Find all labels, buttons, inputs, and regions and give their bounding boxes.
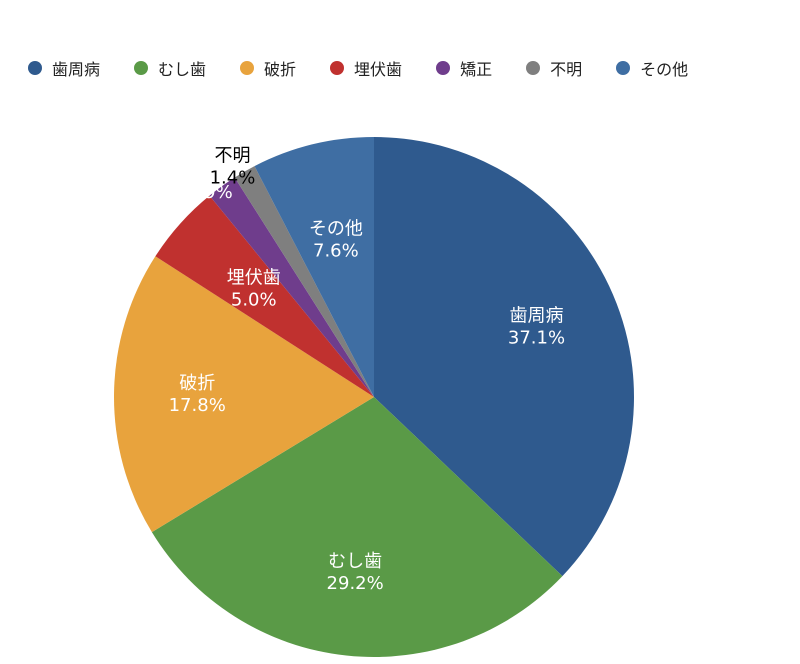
legend-item: 歯周病	[28, 56, 100, 80]
slice-category-label: 歯周病	[509, 305, 563, 326]
legend-item: むし歯	[134, 56, 206, 80]
legend-swatch	[240, 61, 255, 75]
slice-value-label: 17.8%	[169, 395, 226, 416]
slice-category-label: むし歯	[328, 551, 382, 572]
slice-category-label: 矯正	[192, 160, 228, 181]
slice-value-label: 1.9%	[187, 182, 233, 203]
legend-label: 破折	[264, 60, 297, 79]
legend-item: 矯正	[436, 56, 492, 80]
legend-label: 埋伏歯	[354, 60, 403, 79]
legend-item: 不明	[526, 56, 582, 80]
slice-category-label: 破折	[179, 373, 215, 394]
pie-slice	[114, 256, 374, 533]
legend-swatch	[436, 61, 451, 75]
slice-category-label: 埋伏歯	[227, 268, 281, 289]
legend-item: その他	[616, 56, 688, 80]
legend-swatch	[134, 61, 149, 75]
legend-label: 不明	[550, 60, 583, 79]
legend-label: むし歯	[158, 60, 207, 79]
legend-label: 歯周病	[52, 60, 101, 79]
slice-value-label: 1.4%	[210, 168, 256, 189]
slice-value-label: 29.2%	[327, 573, 384, 594]
legend-item: 破折	[240, 56, 296, 80]
pie-slice	[209, 177, 374, 397]
legend-item: 埋伏歯	[330, 56, 402, 80]
slice-value-label: 5.0%	[231, 290, 277, 311]
pie-slice	[254, 137, 374, 397]
legend-swatch	[616, 61, 631, 75]
pie-slice	[374, 137, 634, 577]
slice-value-label: 37.1%	[508, 327, 565, 348]
slice-value-label: 7.6%	[313, 240, 359, 261]
legend-swatch	[526, 61, 541, 75]
legend-label: 矯正	[460, 60, 493, 79]
slice-category-label: その他	[309, 218, 363, 239]
legend-swatch	[330, 61, 345, 75]
legend-label: その他	[640, 60, 689, 79]
pie-slice	[234, 166, 374, 397]
legend-swatch	[28, 61, 42, 75]
chart-legend: 歯周病 むし歯 破折 埋伏歯 矯正 不明 その他	[28, 56, 688, 80]
pie-slice	[155, 195, 374, 397]
slice-category-label: 不明	[214, 146, 250, 167]
pie-slice	[151, 397, 563, 657]
